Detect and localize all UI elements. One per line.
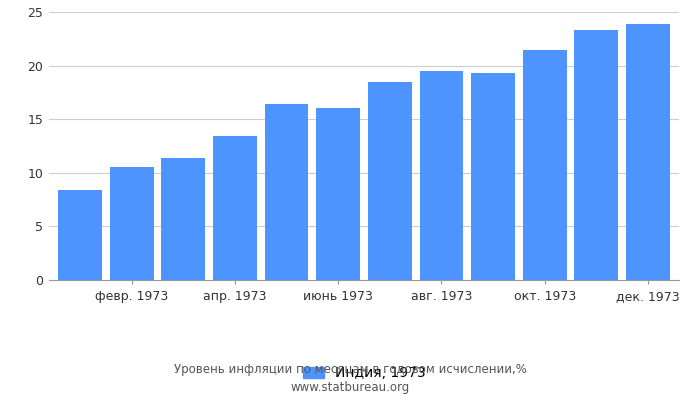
Bar: [471, 73, 515, 280]
Bar: [575, 30, 618, 280]
Bar: [523, 50, 567, 280]
Bar: [213, 136, 257, 280]
Bar: [161, 158, 205, 280]
Bar: [265, 104, 309, 280]
Bar: [110, 168, 153, 280]
Text: www.statbureau.org: www.statbureau.org: [290, 382, 410, 394]
Legend: Индия, 1973: Индия, 1973: [298, 360, 430, 386]
Text: Уровень инфляции по месяцам в годовом исчислении,%: Уровень инфляции по месяцам в годовом ис…: [174, 364, 526, 376]
Bar: [419, 71, 463, 280]
Bar: [316, 108, 360, 280]
Bar: [626, 24, 670, 280]
Bar: [58, 190, 102, 280]
Bar: [368, 82, 412, 280]
